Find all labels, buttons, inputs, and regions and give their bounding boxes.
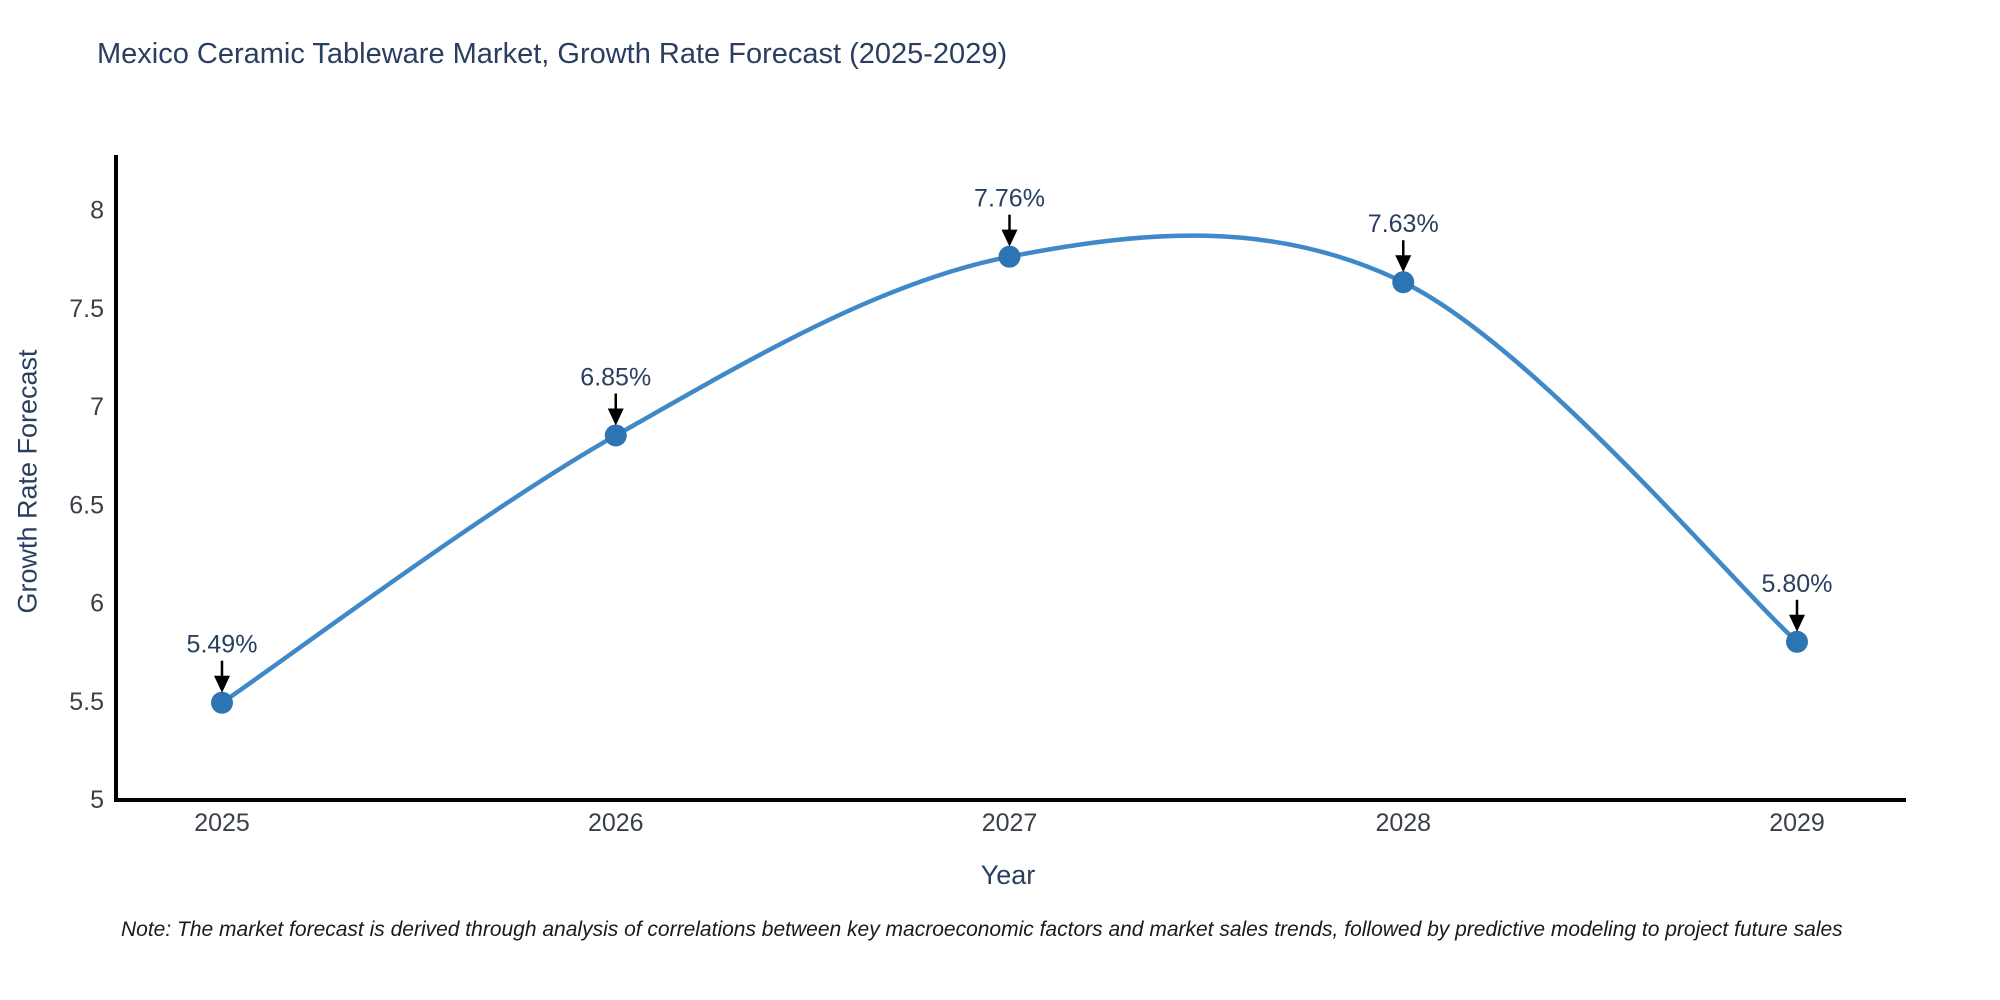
- x-tick-label: 2026: [588, 809, 644, 837]
- x-tick-label: 2029: [1769, 809, 1825, 837]
- y-tick-label: 7: [90, 393, 104, 421]
- data-point-label: 6.85%: [580, 363, 651, 391]
- x-axis-title: Year: [980, 860, 1036, 890]
- data-point-label: 5.80%: [1762, 570, 1833, 598]
- x-tick-label: 2028: [1375, 809, 1431, 837]
- data-point-marker: [604, 424, 627, 447]
- data-point-marker: [1392, 271, 1415, 294]
- y-tick-label: 8: [90, 197, 104, 225]
- data-point-label: 5.49%: [187, 631, 258, 659]
- footnote: Note: The market forecast is derived thr…: [121, 918, 1843, 941]
- annotation-arrow-head: [1395, 255, 1412, 273]
- y-tick-label: 6.5: [69, 491, 104, 519]
- annotation-arrow-head: [214, 675, 230, 693]
- forecast-line: [219, 233, 1800, 705]
- x-tick-label: 2027: [982, 809, 1038, 837]
- data-point-label: 7.63%: [1368, 210, 1439, 238]
- annotation-arrow-head: [1001, 229, 1018, 247]
- y-tick-label: 7.5: [69, 295, 104, 323]
- chart-title: Mexico Ceramic Tableware Market, Growth …: [97, 38, 1008, 70]
- data-point-marker: [1786, 630, 1808, 653]
- annotation-arrow-head: [1789, 614, 1805, 632]
- data-point-label: 7.76%: [974, 185, 1045, 213]
- x-tick-label: 2025: [194, 809, 250, 837]
- y-tick-label: 6: [90, 590, 104, 618]
- data-point-marker: [211, 691, 233, 714]
- data-point-marker: [998, 245, 1021, 268]
- annotation-arrow-head: [607, 408, 624, 426]
- y-tick-label: 5: [90, 786, 104, 814]
- y-tick-label: 5.5: [69, 688, 104, 716]
